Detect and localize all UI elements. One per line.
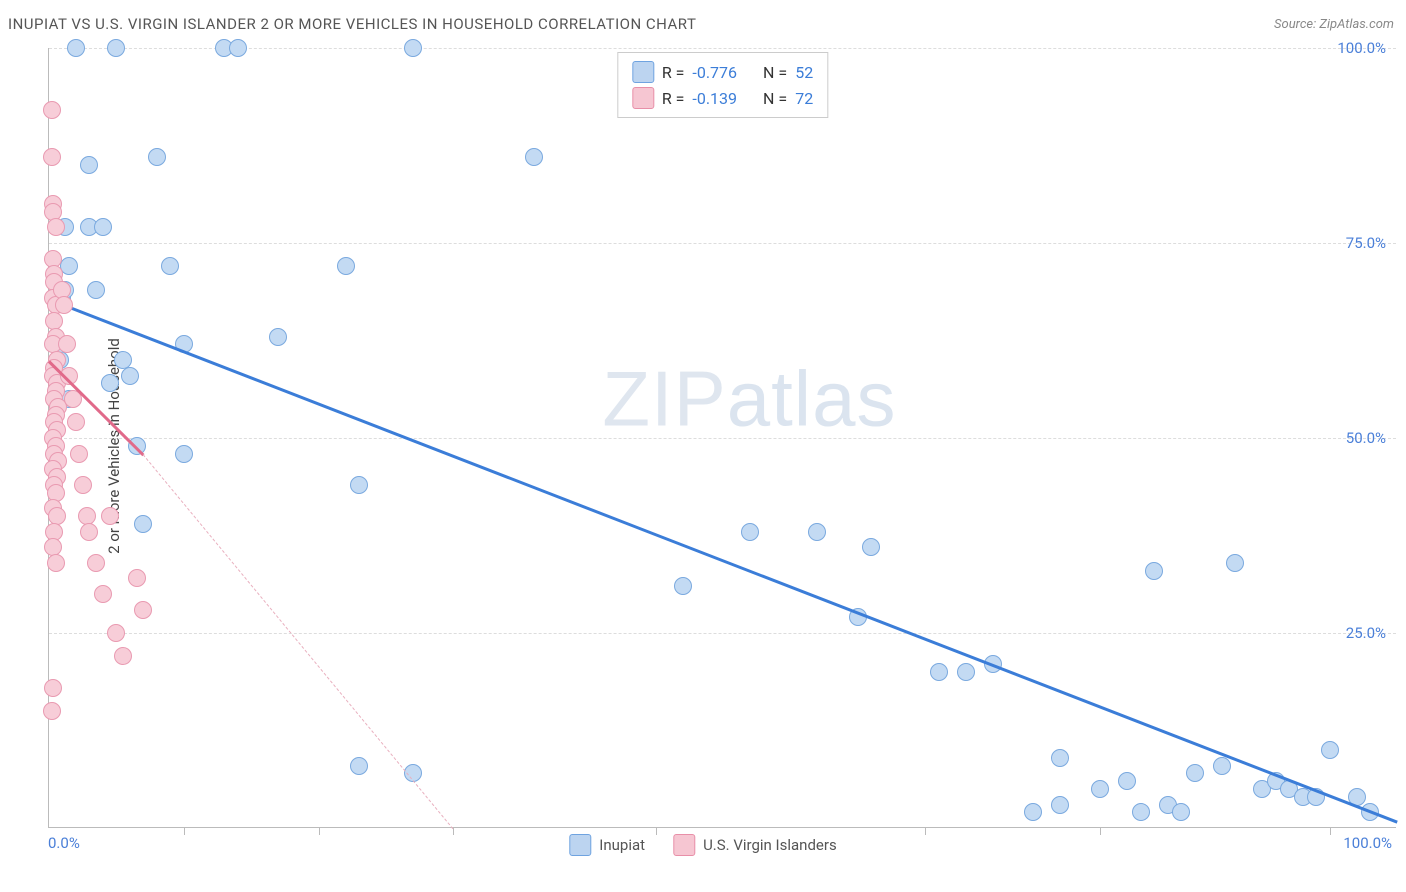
- data-point-inupiat: [741, 523, 759, 541]
- r-value: -0.139: [692, 89, 737, 108]
- data-point-inupiat: [229, 39, 247, 57]
- legend-swatch: [673, 834, 695, 856]
- data-point-usvi: [87, 554, 105, 572]
- data-point-usvi: [55, 296, 73, 314]
- grid-line: [49, 48, 1396, 49]
- r-label: R =: [662, 63, 685, 82]
- data-point-inupiat: [67, 39, 85, 57]
- scatter-plot-area: ZIPatlas R = -0.776 N = 52 R = -0.139 N = 72 25…: [48, 48, 1396, 828]
- data-point-usvi: [70, 445, 88, 463]
- data-point-usvi: [43, 101, 61, 119]
- data-point-usvi: [114, 647, 132, 665]
- x-tick: [184, 827, 185, 835]
- data-point-inupiat: [1051, 796, 1069, 814]
- data-point-inupiat: [121, 367, 139, 385]
- y-tick-label: 100.0%: [1337, 39, 1386, 57]
- watermark-thin: atlas: [727, 354, 897, 442]
- data-point-inupiat: [1186, 764, 1204, 782]
- source-attribution: Source: ZipAtlas.com: [1274, 17, 1394, 32]
- data-point-inupiat: [404, 39, 422, 57]
- data-point-usvi: [43, 702, 61, 720]
- x-tick: [1330, 827, 1331, 835]
- data-point-inupiat: [1213, 757, 1231, 775]
- data-point-inupiat: [808, 523, 826, 541]
- data-point-usvi: [80, 523, 98, 541]
- data-point-inupiat: [1091, 780, 1109, 798]
- data-point-inupiat: [80, 156, 98, 174]
- legend-item: Inupiat: [569, 834, 645, 856]
- x-tick: [925, 827, 926, 835]
- legend-label: U.S. Virgin Islanders: [703, 836, 837, 854]
- y-tick-label: 25.0%: [1346, 624, 1386, 642]
- grid-line: [49, 633, 1396, 634]
- legend-label: Inupiat: [599, 836, 645, 854]
- data-point-inupiat: [1172, 803, 1190, 821]
- legend-swatch: [632, 87, 654, 109]
- n-value: 52: [795, 63, 813, 82]
- stats-legend-row: R = -0.139 N = 72: [632, 85, 813, 111]
- data-point-inupiat: [930, 663, 948, 681]
- legend-swatch: [632, 61, 654, 83]
- trend-line-inupiat: [48, 298, 1397, 823]
- data-point-inupiat: [1226, 554, 1244, 572]
- data-point-inupiat: [1145, 562, 1163, 580]
- grid-line: [49, 438, 1396, 439]
- data-point-usvi: [58, 335, 76, 353]
- grid-line: [49, 243, 1396, 244]
- chart-header: INUPIAT VS U.S. VIRGIN ISLANDER 2 OR MOR…: [0, 0, 1406, 40]
- data-point-usvi: [67, 413, 85, 431]
- data-point-usvi: [128, 569, 146, 587]
- watermark-bold: ZIP: [602, 354, 726, 442]
- series-legend: Inupiat U.S. Virgin Islanders: [569, 834, 836, 856]
- data-point-inupiat: [1132, 803, 1150, 821]
- data-point-inupiat: [957, 663, 975, 681]
- data-point-usvi: [107, 624, 125, 642]
- data-point-inupiat: [862, 538, 880, 556]
- y-tick-label: 50.0%: [1346, 429, 1386, 447]
- data-point-inupiat: [101, 374, 119, 392]
- data-point-inupiat: [525, 148, 543, 166]
- data-point-inupiat: [175, 445, 193, 463]
- x-tick: [319, 827, 320, 835]
- data-point-usvi: [44, 679, 62, 697]
- correlation-stats-legend: R = -0.776 N = 52 R = -0.139 N = 72: [617, 52, 828, 118]
- data-point-usvi: [74, 476, 92, 494]
- r-value: -0.776: [692, 63, 737, 82]
- y-tick-label: 75.0%: [1346, 234, 1386, 252]
- trend-line-extrapolated-usvi: [143, 454, 454, 829]
- data-point-inupiat: [1321, 741, 1339, 759]
- data-point-inupiat: [337, 257, 355, 275]
- n-label: N =: [763, 63, 787, 82]
- data-point-inupiat: [350, 476, 368, 494]
- data-point-usvi: [94, 585, 112, 603]
- n-label: N =: [763, 89, 787, 108]
- data-point-inupiat: [148, 148, 166, 166]
- x-axis-min-label: 0.0%: [48, 834, 80, 852]
- data-point-usvi: [47, 218, 65, 236]
- data-point-inupiat: [161, 257, 179, 275]
- stats-legend-row: R = -0.776 N = 52: [632, 59, 813, 85]
- data-point-inupiat: [674, 577, 692, 595]
- data-point-usvi: [134, 601, 152, 619]
- watermark: ZIPatlas: [602, 353, 896, 444]
- data-point-inupiat: [269, 328, 287, 346]
- data-point-inupiat: [107, 39, 125, 57]
- x-tick: [1100, 827, 1101, 835]
- r-label: R =: [662, 89, 685, 108]
- data-point-inupiat: [87, 281, 105, 299]
- x-axis-max-label: 100.0%: [1343, 834, 1392, 852]
- data-point-inupiat: [1118, 772, 1136, 790]
- data-point-usvi: [101, 507, 119, 525]
- n-value: 72: [795, 89, 813, 108]
- legend-swatch: [569, 834, 591, 856]
- data-point-inupiat: [1051, 749, 1069, 767]
- data-point-inupiat: [1024, 803, 1042, 821]
- chart-title: INUPIAT VS U.S. VIRGIN ISLANDER 2 OR MOR…: [8, 15, 696, 33]
- legend-item: U.S. Virgin Islanders: [673, 834, 837, 856]
- data-point-inupiat: [350, 757, 368, 775]
- data-point-inupiat: [134, 515, 152, 533]
- data-point-inupiat: [94, 218, 112, 236]
- data-point-usvi: [47, 554, 65, 572]
- data-point-usvi: [43, 148, 61, 166]
